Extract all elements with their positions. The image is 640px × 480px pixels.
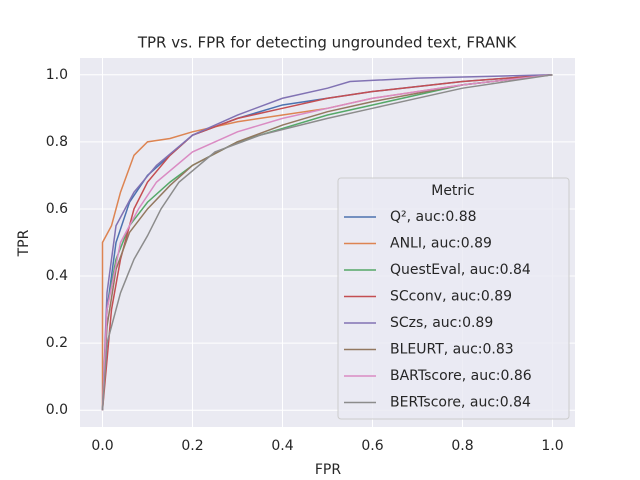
lines: [101, 74, 553, 411]
legend-label: SCconv, auc:0.89: [390, 289, 512, 305]
legend-label: ANLI, auc:0.89: [390, 236, 492, 252]
x-tick-label: 0.2: [181, 438, 203, 454]
roc-curve: [101, 74, 553, 411]
legend-label: BERTscore, auc:0.84: [390, 395, 531, 411]
x-axis-label: FPR: [315, 462, 341, 478]
x-tick-label: 1.0: [541, 438, 563, 454]
y-tick-label: 0.2: [46, 335, 68, 351]
legend-label: QuestEval, auc:0.84: [390, 262, 531, 278]
y-tick-label: 1.0: [46, 67, 68, 83]
roc-curve: [101, 74, 553, 411]
legend-label: BLEURT, auc:0.83: [390, 342, 514, 358]
y-tick-label: 0.0: [46, 402, 68, 418]
x-tick-label: 0.6: [361, 438, 383, 454]
chart-title: TPR vs. FPR for detecting ungrounded tex…: [137, 34, 518, 52]
legend: Metric Q², auc:0.88 ANLI, auc:0.89 QuestEv…: [337, 177, 570, 420]
legend-label: BARTscore, auc:0.86: [390, 368, 532, 384]
legend-title: Metric: [431, 183, 475, 199]
roc-curve: [101, 74, 553, 411]
roc-curve: [101, 74, 553, 411]
y-axis-label: TPR: [16, 229, 32, 257]
y-tick-label: 0.4: [46, 268, 68, 284]
x-tick-label: 0.0: [91, 438, 113, 454]
y-tick-label: 0.8: [46, 134, 68, 150]
x-tick-label: 0.4: [271, 438, 293, 454]
x-tick-label: 0.8: [451, 438, 473, 454]
legend-label: Q², auc:0.88: [390, 209, 477, 225]
y-tick-label: 0.6: [46, 201, 68, 217]
legend-label: SCzs, auc:0.89: [390, 315, 493, 331]
legend-box: [337, 177, 570, 420]
